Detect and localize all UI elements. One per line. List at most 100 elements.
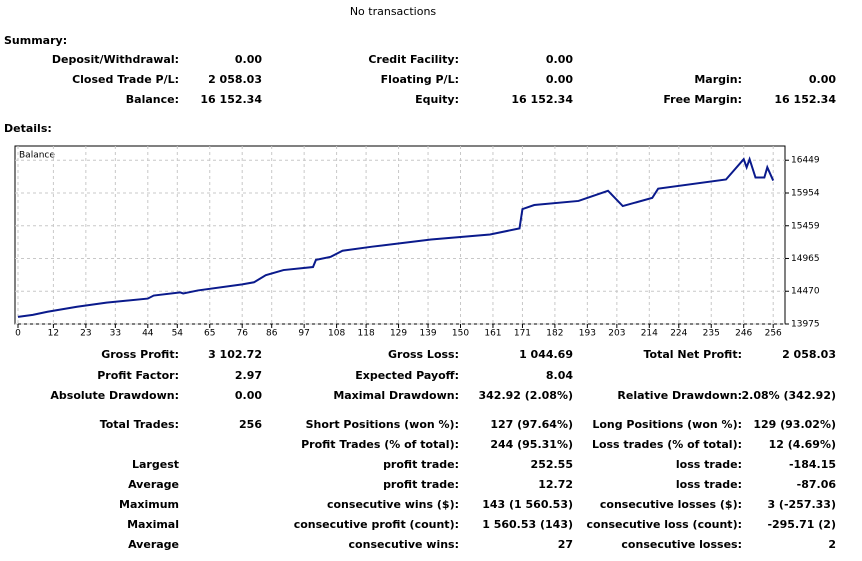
value: 12.72 xyxy=(538,478,573,491)
x-tick-label: 0 xyxy=(15,329,21,339)
value: 244 (95.31%) xyxy=(490,438,573,451)
value: 252.55 xyxy=(531,458,573,471)
label: Maximal Drawdown: xyxy=(333,389,459,402)
value: 143 (1 560.53) xyxy=(482,498,573,511)
x-tick-label: 108 xyxy=(328,329,345,339)
value: 2.08% (342.92) xyxy=(742,389,837,402)
header-title: No transactions xyxy=(350,5,437,18)
label: Absolute Drawdown: xyxy=(50,389,179,402)
value: 12 (4.69%) xyxy=(769,438,836,451)
label: Credit Facility: xyxy=(368,53,459,66)
value: -295.71 (2) xyxy=(767,518,836,531)
x-tick-label: 65 xyxy=(204,329,215,339)
label: Short Positions (won %): xyxy=(306,418,459,431)
label: Average xyxy=(128,538,179,551)
value: 2 058.03 xyxy=(208,73,262,86)
x-tick-label: 118 xyxy=(358,329,375,339)
value: 16 152.34 xyxy=(511,93,573,106)
label: consecutive losses ($): xyxy=(600,498,742,511)
value: 0.00 xyxy=(546,53,573,66)
label: Average xyxy=(128,478,179,491)
label: Floating P/L: xyxy=(381,73,459,86)
x-tick-label: 97 xyxy=(298,329,309,339)
x-tick-label: 33 xyxy=(110,329,121,339)
x-tick-label: 224 xyxy=(670,329,687,339)
x-tick-label: 86 xyxy=(266,329,278,339)
x-tick-label: 214 xyxy=(641,329,658,339)
x-tick-label: 139 xyxy=(419,329,436,339)
label: consecutive wins: xyxy=(349,538,459,551)
summary-label: Summary: xyxy=(4,34,67,47)
value: 0.00 xyxy=(235,389,262,402)
value: 3 (-257.33) xyxy=(767,498,836,511)
label: Total Trades: xyxy=(100,418,179,431)
label: Profit Factor: xyxy=(97,369,179,382)
label: profit trade: xyxy=(383,478,459,491)
value: 2 058.03 xyxy=(782,348,836,361)
value: 0.00 xyxy=(546,73,573,86)
x-tick-label: 256 xyxy=(765,329,782,339)
x-tick-label: 150 xyxy=(452,329,469,339)
label: Closed Trade P/L: xyxy=(72,73,179,86)
label: Deposit/Withdrawal: xyxy=(52,53,179,66)
chart-legend: Balance xyxy=(19,151,55,161)
value: 3 102.72 xyxy=(208,348,262,361)
label: loss trade: xyxy=(676,478,742,491)
balance-line xyxy=(17,156,775,318)
x-tick-label: 235 xyxy=(703,329,720,339)
value: 342.92 (2.08%) xyxy=(479,389,574,402)
value: 27 xyxy=(558,538,573,551)
label: Margin: xyxy=(694,73,742,86)
x-tick-label: 182 xyxy=(546,329,563,339)
x-tick-label: 76 xyxy=(236,329,248,339)
label: Gross Loss: xyxy=(388,348,459,361)
value: 0.00 xyxy=(235,53,262,66)
label: consecutive wins ($): xyxy=(327,498,459,511)
label: Maximal xyxy=(127,518,179,531)
x-tick-label: 54 xyxy=(172,329,184,339)
label: Maximum xyxy=(119,498,179,511)
y-tick-label: 16449 xyxy=(791,156,820,166)
value: 16 152.34 xyxy=(774,93,836,106)
label: Free Margin: xyxy=(663,93,742,106)
value: 1 044.69 xyxy=(519,348,573,361)
label: Gross Profit: xyxy=(101,348,179,361)
y-tick-label: 14965 xyxy=(791,254,820,264)
label: Loss trades (% of total): xyxy=(592,438,742,451)
x-tick-label: 23 xyxy=(80,329,91,339)
label: Equity: xyxy=(415,93,459,106)
value: 256 xyxy=(239,418,262,431)
details-label: Details: xyxy=(4,122,52,135)
value: 1 560.53 (143) xyxy=(482,518,573,531)
label: Expected Payoff: xyxy=(355,369,459,382)
label: Total Net Profit: xyxy=(644,348,743,361)
x-tick-label: 129 xyxy=(390,329,407,339)
label: profit trade: xyxy=(383,458,459,471)
label: consecutive loss (count): xyxy=(587,518,742,531)
x-tick-label: 44 xyxy=(142,329,154,339)
value: 127 (97.64%) xyxy=(490,418,573,431)
value: 0.00 xyxy=(809,73,836,86)
x-tick-label: 193 xyxy=(579,329,596,339)
x-tick-label: 203 xyxy=(608,329,625,339)
value: 2 xyxy=(828,538,836,551)
label: Largest xyxy=(132,458,179,471)
label: consecutive profit (count): xyxy=(294,518,459,531)
y-tick-label: 15954 xyxy=(791,188,820,198)
label: loss trade: xyxy=(676,458,742,471)
value: -184.15 xyxy=(789,458,836,471)
x-tick-label: 171 xyxy=(514,329,531,339)
y-tick-label: 13975 xyxy=(791,320,820,330)
x-tick-label: 12 xyxy=(48,329,59,339)
chart-frame xyxy=(14,145,786,325)
value: 16 152.34 xyxy=(200,93,262,106)
x-tick-label: 246 xyxy=(735,329,752,339)
y-tick-label: 15459 xyxy=(791,221,820,231)
x-tick-label: 161 xyxy=(484,329,501,339)
label: Long Positions (won %): xyxy=(592,418,742,431)
value: 129 (93.02%) xyxy=(753,418,836,431)
value: 2.97 xyxy=(235,369,262,382)
label: Balance: xyxy=(126,93,179,106)
value: -87.06 xyxy=(797,478,837,491)
